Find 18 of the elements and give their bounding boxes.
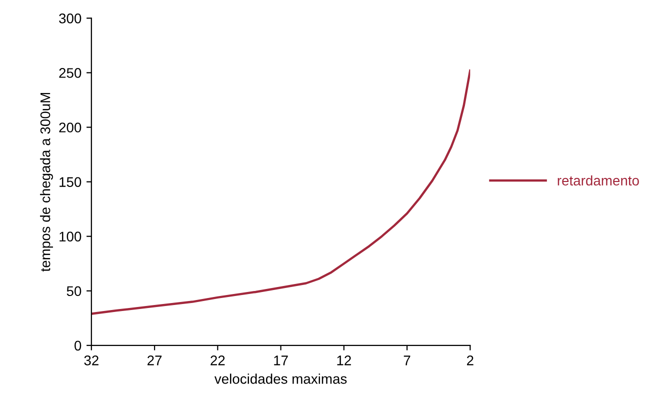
line-series <box>91 69 470 315</box>
x-tick-label: 17 <box>274 356 288 366</box>
x-tick-label: 22 <box>210 356 225 366</box>
x-tick-label: 2 <box>466 356 474 366</box>
x-axis-title: velocidades maximas <box>214 374 347 384</box>
x-tick-label: 27 <box>148 356 162 366</box>
legend-label: retardamento <box>558 175 639 186</box>
y-axis-title: tempos de chegada a 300uM <box>40 92 53 272</box>
y-tick-label: 300 <box>59 14 82 24</box>
y-tick-label: 150 <box>60 177 82 187</box>
y-tick-label: 0 <box>74 340 82 351</box>
x-tick-label: 32 <box>84 356 98 366</box>
x-tick-label: 7 <box>404 356 410 366</box>
y-tick-label: 100 <box>60 232 82 242</box>
y-tick-label: 250 <box>59 68 82 78</box>
y-tick-label: 50 <box>66 286 82 296</box>
x-tick-label: 12 <box>337 356 351 366</box>
y-tick-label: 200 <box>59 122 82 132</box>
